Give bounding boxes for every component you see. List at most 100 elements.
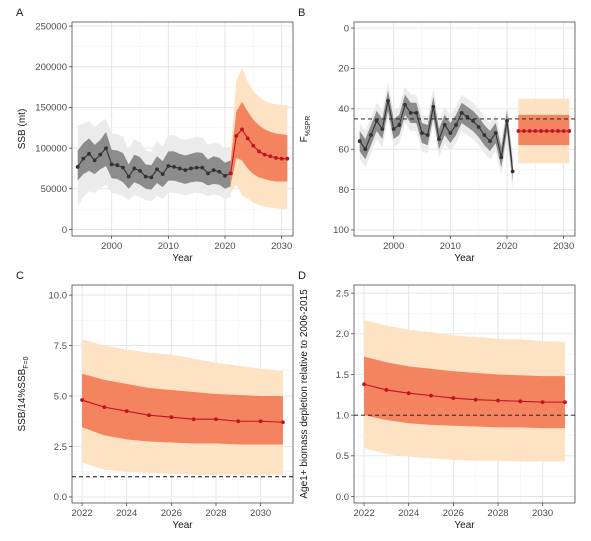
y-axis-title: Age1+ biomass depletion relative to 2006… (299, 289, 310, 499)
historical-point (437, 137, 441, 141)
x-tick-label: 2026 (443, 508, 464, 519)
historical-point (75, 164, 80, 169)
historical-point (177, 166, 182, 171)
x-tick-label: 2030 (271, 241, 292, 252)
projection-band-inner (230, 101, 288, 185)
y-tick-label: 7.5 (54, 341, 67, 352)
panel-tag-c: C (16, 270, 24, 282)
y-tick-label: 0.0 (54, 492, 67, 503)
projection-point (516, 129, 521, 133)
projection-point (563, 400, 567, 405)
y-tick-label: 80 (338, 185, 349, 196)
y-tick-label: 0 (344, 23, 349, 34)
y-tick-label: 2.0 (336, 329, 349, 340)
historical-point (211, 168, 216, 172)
projection-point (257, 149, 261, 154)
projection-point (169, 415, 174, 420)
projection-point (567, 129, 572, 133)
projection-point (550, 129, 555, 133)
x-tick-label: 2020 (496, 241, 517, 252)
x-tick-label: 2010 (440, 241, 461, 252)
y-tick-label: 60 (338, 144, 349, 155)
historical-point (115, 163, 120, 168)
projection-point (102, 405, 107, 410)
historical-point (194, 165, 199, 170)
panel-b: B 2000 2010 2020 2030 0 20 40 60 80 100 Year F%SPR (298, 7, 576, 264)
x-tick-label: 2030 (553, 241, 574, 252)
x-axis-title: Year (172, 253, 193, 264)
y-axis-title-subscript: %SPR (305, 116, 312, 137)
projection-point (544, 129, 549, 133)
projection-line (363, 383, 565, 403)
historical-point (143, 174, 148, 179)
historical-band-outer (359, 82, 513, 190)
historical-point (499, 155, 504, 160)
historical-point (374, 119, 379, 123)
x-tick-label: 2028 (205, 508, 226, 519)
historical-point (132, 166, 137, 171)
y-axis-title-main: F (299, 136, 310, 142)
y-tick-label: 100000 (35, 143, 67, 154)
projection-point (268, 154, 273, 159)
historical-point (448, 131, 453, 135)
historical-point (109, 162, 114, 167)
historical-point (92, 158, 97, 163)
y-tick-label: 5.0 (54, 391, 67, 402)
historical-point (121, 165, 125, 170)
projection-point (522, 129, 526, 133)
x-tick-label: 2026 (161, 508, 182, 519)
y-axis-title-main: Age1+ biomass depletion relative to 2006… (299, 289, 310, 499)
historical-point (81, 156, 86, 161)
projection-point (124, 409, 129, 414)
historical-point (200, 165, 205, 170)
projection-point (80, 398, 84, 402)
historical-point (217, 169, 222, 174)
y-tick-label: 250000 (35, 21, 67, 32)
projection-point (406, 391, 411, 396)
historical-point (206, 171, 210, 176)
x-axis-title: Year (454, 520, 475, 531)
historical-point (505, 119, 509, 123)
x-axis-title: Year (454, 253, 475, 264)
projection-point (362, 382, 366, 387)
historical-point (420, 131, 424, 135)
y-tick-label: 40 (338, 104, 349, 115)
historical-point (369, 133, 373, 137)
historical-point (380, 127, 385, 131)
historical-point (391, 127, 396, 131)
y-axis-title-subscript: F=0 (23, 356, 30, 368)
projection-point (518, 399, 523, 404)
historical-point (471, 119, 475, 123)
historical-point (189, 166, 193, 171)
historical-point (493, 131, 498, 135)
historical-point (223, 173, 227, 178)
historical-point (431, 104, 436, 109)
y-axis-title: SSB (mt) (17, 109, 28, 150)
historical-point (149, 175, 154, 180)
x-axis-title: Year (172, 520, 193, 531)
y-tick-label: 50000 (41, 184, 67, 195)
projection-band-inner (82, 373, 283, 445)
historical-point (126, 174, 131, 179)
historical-point (98, 152, 103, 157)
x-tick-label: 2030 (532, 508, 553, 519)
historical-point (160, 172, 165, 177)
historical-point (442, 123, 447, 127)
projection-point (496, 398, 500, 403)
projection-point (236, 419, 241, 424)
historical-point (172, 164, 176, 169)
historical-point (403, 102, 407, 107)
projection-point (228, 171, 233, 176)
projection-point (240, 127, 244, 132)
projection-point (285, 156, 290, 161)
projection-point (147, 413, 151, 418)
panel-border (353, 21, 576, 237)
projection-point (279, 156, 284, 161)
projection-point (214, 417, 218, 422)
panel-border (71, 21, 294, 237)
historical-point (87, 151, 91, 156)
x-tick-label: 2020 (214, 241, 235, 252)
projection-point (556, 129, 560, 133)
y-axis-title: SSB/14%SSBF=0 (17, 356, 30, 431)
